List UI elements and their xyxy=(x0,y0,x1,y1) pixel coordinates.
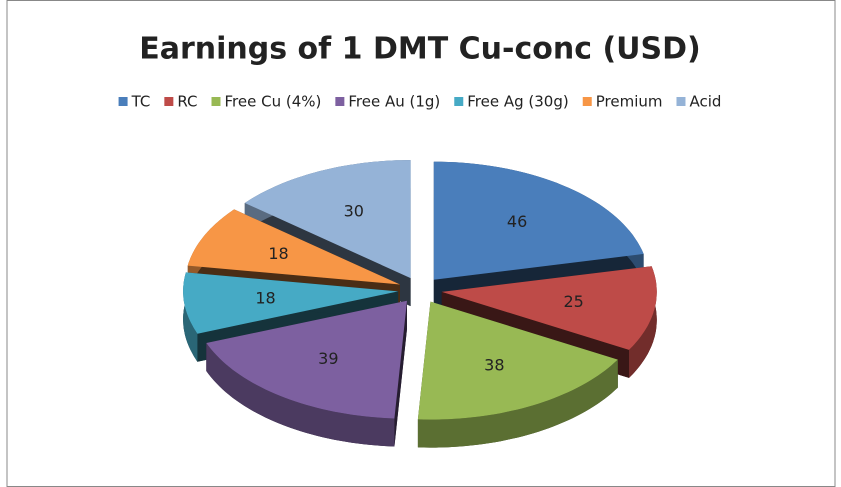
legend-label: TC xyxy=(131,93,151,111)
legend-label: Free Au (1g) xyxy=(348,93,440,111)
data-label: 30 xyxy=(344,201,364,220)
data-label: 18 xyxy=(255,288,275,307)
data-label: 25 xyxy=(563,292,583,311)
legend-swatch xyxy=(118,97,128,106)
legend-swatch xyxy=(164,97,174,106)
legend-label: RC xyxy=(177,93,197,111)
slice-side xyxy=(629,266,657,378)
legend-label: Free Ag (30g) xyxy=(467,93,568,111)
data-label: 39 xyxy=(318,349,338,368)
legend-swatch xyxy=(335,97,345,106)
slice xyxy=(183,272,399,334)
legend-swatch xyxy=(582,97,592,106)
slice-side xyxy=(183,272,198,362)
data-label: 18 xyxy=(268,244,288,263)
slice-side xyxy=(206,343,395,447)
legend-swatch xyxy=(454,97,464,106)
slice xyxy=(433,161,644,280)
data-label: 38 xyxy=(484,355,504,374)
slice xyxy=(187,209,400,285)
legend-swatch xyxy=(676,97,686,106)
data-label: 46 xyxy=(507,212,527,231)
legend-swatch xyxy=(211,97,221,106)
chart-title: Earnings of 1 DMT Cu-conc (USD) xyxy=(139,32,701,67)
slice xyxy=(206,300,407,419)
slice xyxy=(441,266,657,350)
slice-side xyxy=(417,359,618,448)
legend-label: Free Cu (4%) xyxy=(225,93,322,111)
slice xyxy=(244,160,411,279)
slice xyxy=(417,301,618,420)
legend-label: Acid xyxy=(689,93,721,111)
legend-label: Premium xyxy=(596,93,663,111)
slice-wall xyxy=(394,300,407,447)
